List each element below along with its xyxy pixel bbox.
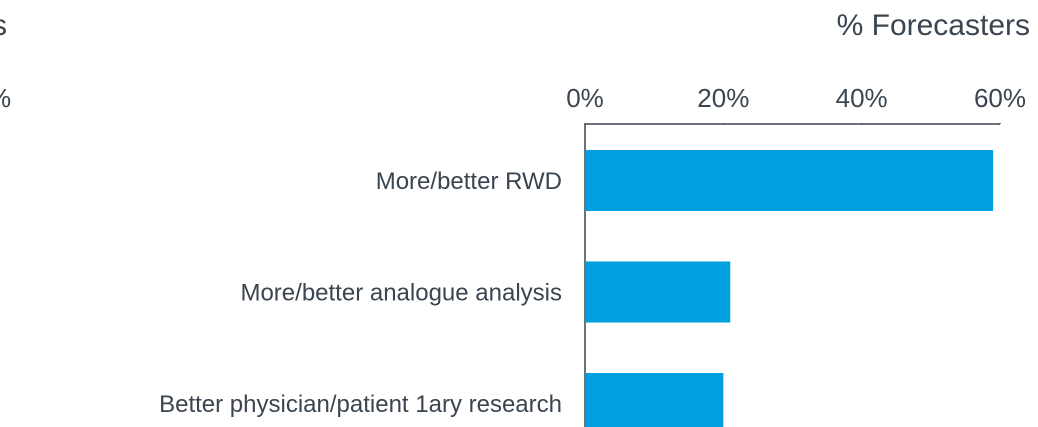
bar <box>585 150 994 211</box>
x-tick-label: 60% <box>974 83 1026 113</box>
bar <box>585 373 724 427</box>
cropped-tick-label: % <box>0 83 11 113</box>
x-tick-label: 0% <box>566 83 604 113</box>
x-tick-label: 40% <box>836 83 888 113</box>
chart-title: % Forecasters <box>837 9 1030 42</box>
x-tick-label: 20% <box>697 83 749 113</box>
cropped-title: s <box>0 9 7 42</box>
y-tick-label: Better physician/patient 1ary research <box>159 391 562 418</box>
bar <box>585 261 731 323</box>
y-tick-label: More/better RWD <box>376 168 562 195</box>
y-tick-label: More/better analogue analysis <box>240 279 562 306</box>
